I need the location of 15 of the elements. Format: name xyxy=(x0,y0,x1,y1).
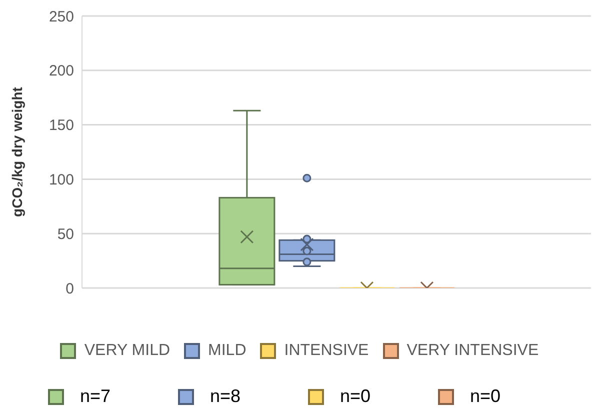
legend-label: MILD xyxy=(207,342,246,360)
y-tick-label: 150 xyxy=(48,117,74,134)
y-tick-label: 50 xyxy=(57,226,74,243)
y-tick-label: 250 xyxy=(48,8,74,26)
y-axis-title: gCO₂/kg dry weight xyxy=(9,86,25,217)
legend-label: INTENSIVE xyxy=(283,342,369,360)
y-tick-label: 100 xyxy=(48,172,74,189)
text: n=0 xyxy=(470,386,501,406)
y-tick-label: 200 xyxy=(48,62,74,80)
y-tick-label: 0 xyxy=(66,280,74,298)
legend-label: VERY MILD xyxy=(83,342,170,360)
legend-label: VERY INTENSIVE xyxy=(406,342,539,360)
text: n=8 xyxy=(210,386,241,406)
text: n=7 xyxy=(80,386,111,406)
text: n=0 xyxy=(340,386,371,406)
